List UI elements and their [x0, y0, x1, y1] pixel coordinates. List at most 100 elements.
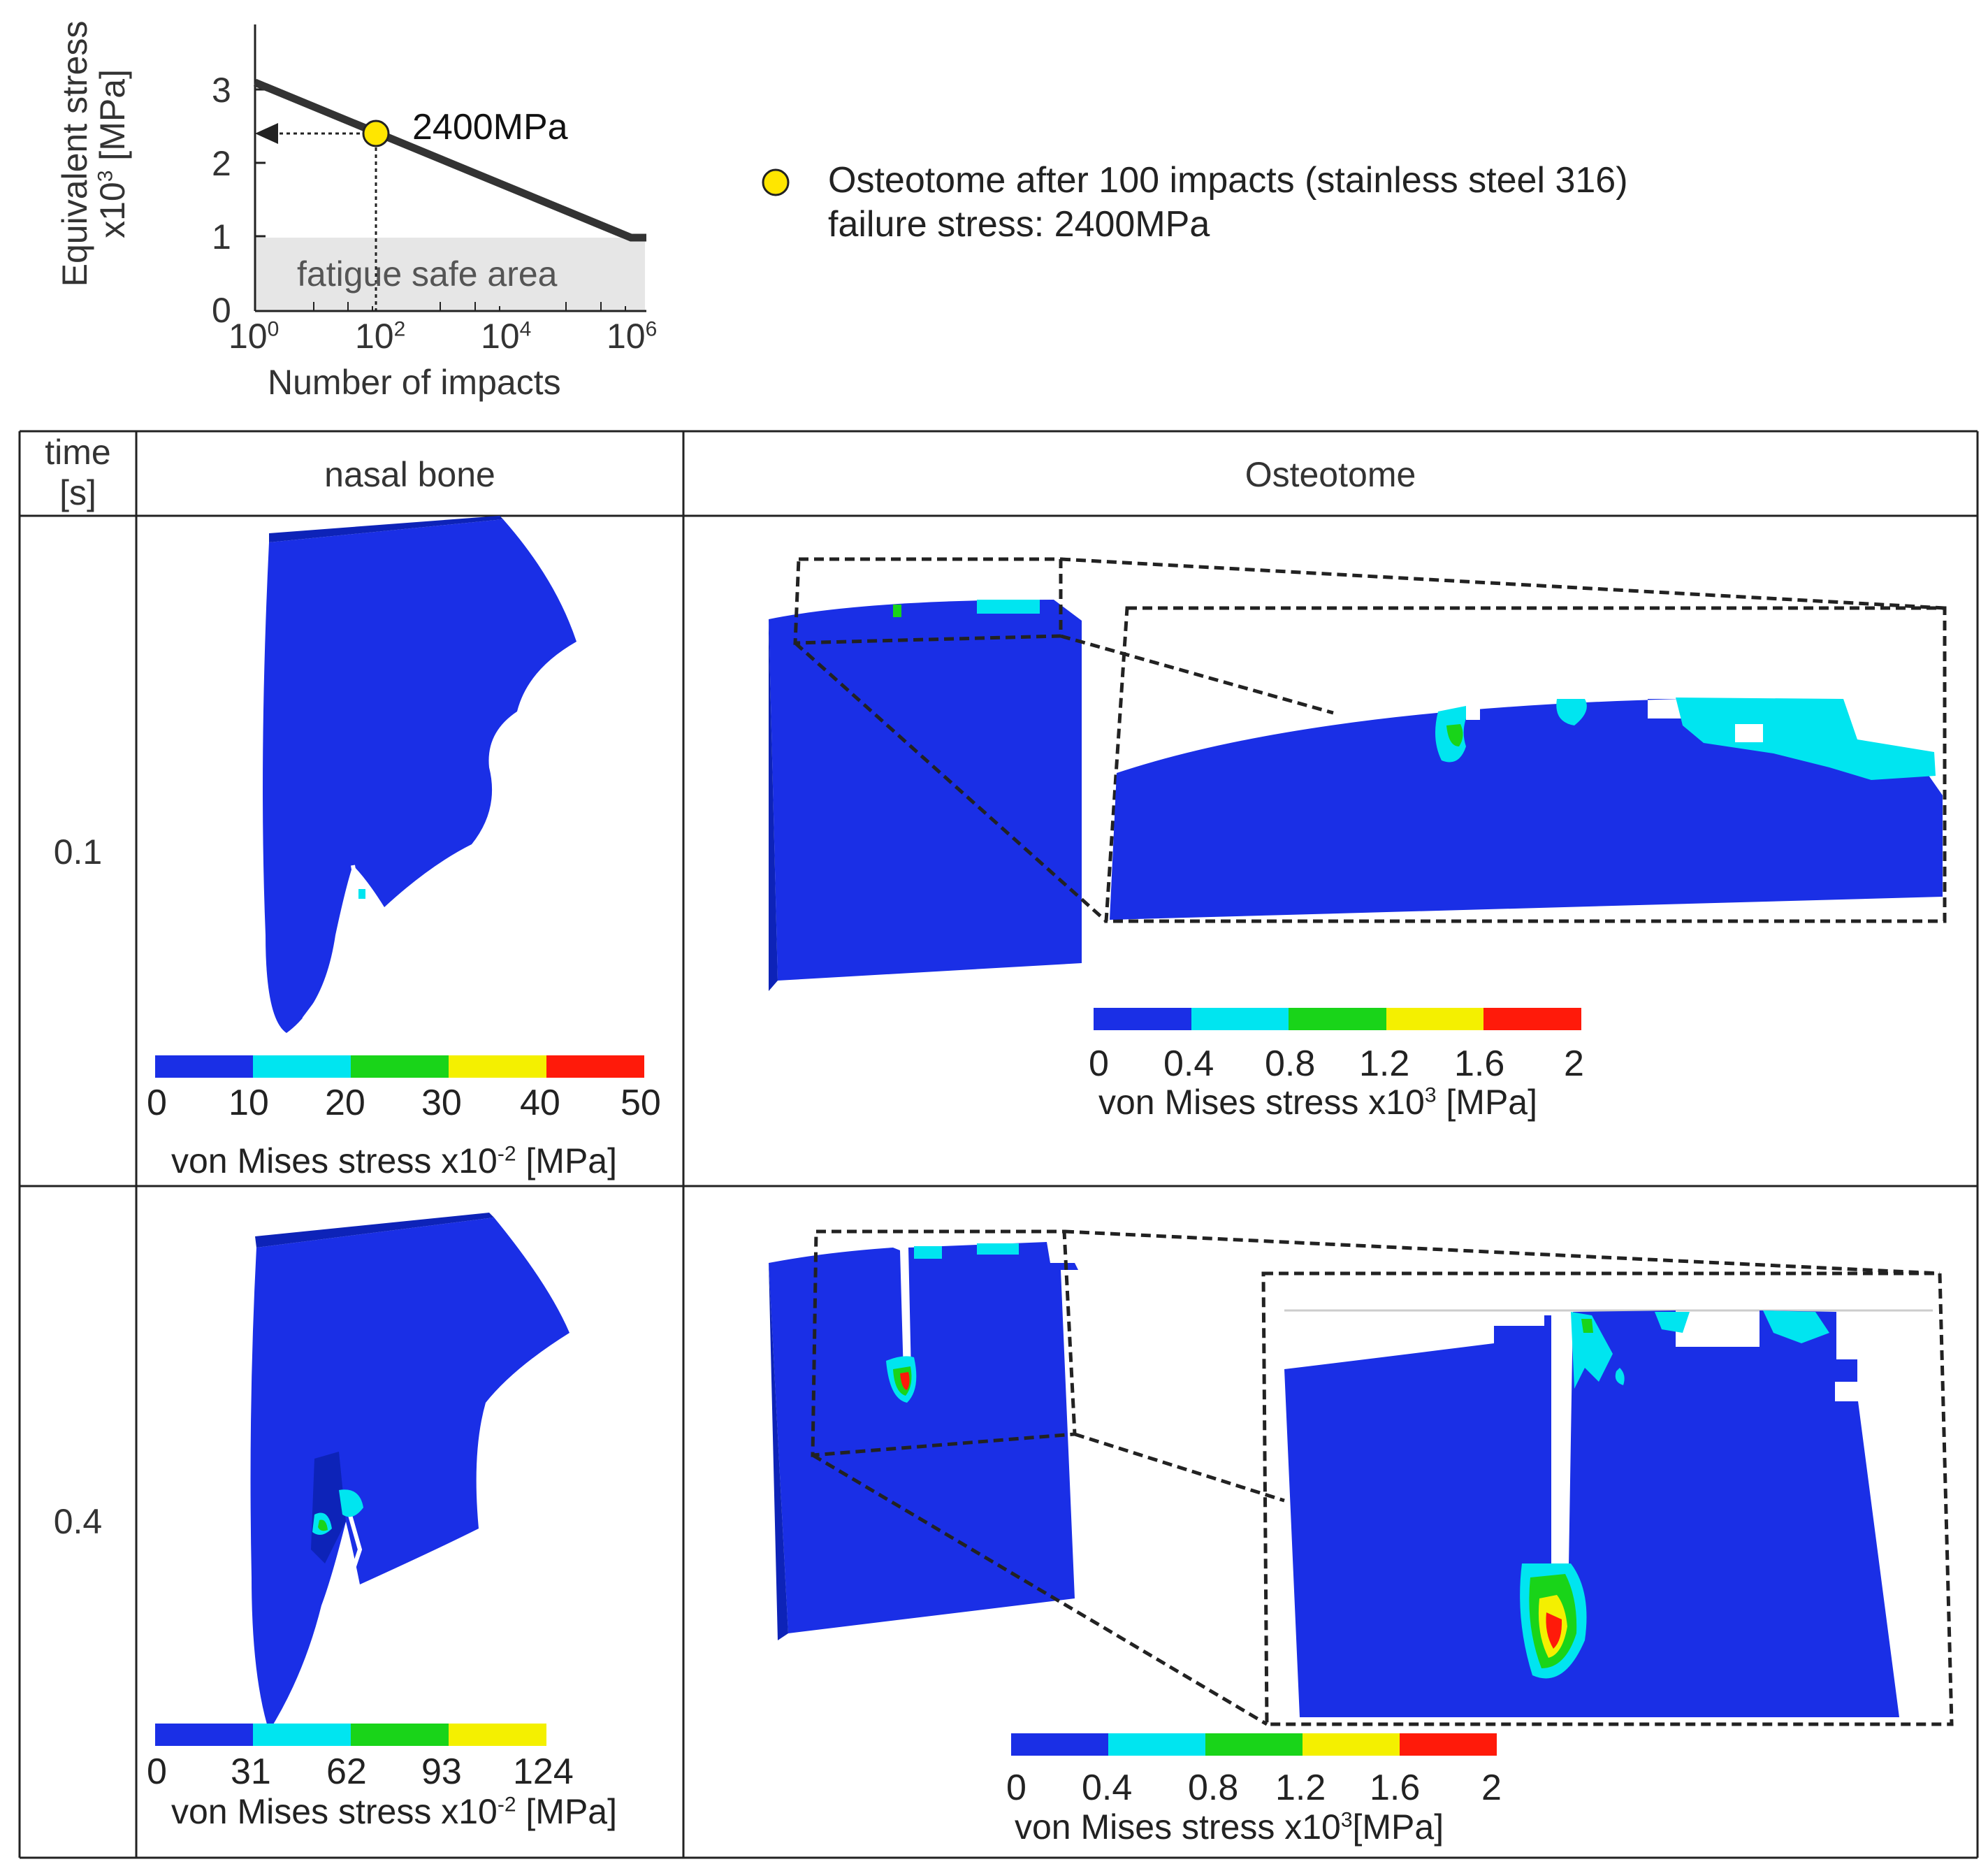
colorbar-tick: 1.2 [1275, 1768, 1326, 1808]
colorbar-tick: 124 [513, 1751, 574, 1792]
nasal-bone-model-row-1 [263, 516, 576, 1033]
x-tick-label: 100 [228, 317, 280, 356]
osteotome-small-hotspot [977, 600, 1040, 614]
colorbar-tick: 2 [1564, 1043, 1584, 1084]
osteotome-zoom-notch [1681, 1312, 1758, 1345]
fatigue-chart-svg [253, 24, 646, 312]
x-tick-label: 104 [481, 317, 532, 356]
osteotome-zoom-hotspot [1655, 1312, 1690, 1333]
colorbar-segment [351, 1724, 449, 1746]
colorbar-segment [1205, 1733, 1303, 1756]
colorbar-segment [351, 1055, 449, 1078]
colorbar-segment [1386, 1008, 1484, 1030]
header-time: time [s] [45, 433, 111, 512]
legend-line-2: failure stress: 2400MPa [828, 204, 1210, 245]
osteotome-zoom-hotspot [1571, 1312, 1613, 1389]
osteotome-small-side [769, 619, 778, 991]
nasal-colorbar-row-1 [155, 1055, 644, 1078]
nasal-bone-top-face [269, 516, 503, 542]
colorbar-tick: 40 [520, 1083, 560, 1123]
legend-line-1: Osteotome after 100 impacts (stainless s… [828, 160, 1628, 201]
osteotome-small-body [769, 1242, 1078, 1633]
nasal-bone-body [250, 1218, 569, 1731]
colorbar-title: von Mises stress x10-2 [MPa] [171, 1792, 617, 1831]
failure-point-marker [362, 120, 390, 147]
osteo-colorbar-row-2 [1011, 1733, 1497, 1756]
osteotome-small-body [769, 600, 1082, 981]
colorbar-tick: 50 [621, 1083, 661, 1123]
colorbar-tick: 0 [1089, 1043, 1109, 1084]
nasal-bone-top-face [255, 1213, 494, 1248]
colorbar-tick: 2 [1481, 1768, 1502, 1808]
colorbar-segment [155, 1724, 253, 1746]
y-tick-label: 3 [212, 71, 231, 110]
time-value-row-2: 0.4 [53, 1502, 103, 1541]
colorbar-title: von Mises stress x10-2 [MPa] [171, 1141, 617, 1180]
x-minor-ticks [313, 302, 626, 311]
colorbar-segment [1400, 1733, 1497, 1756]
y-tick-label: 0 [212, 291, 231, 330]
zoom-box-large [1261, 1271, 1954, 1726]
colorbar-segment [253, 1724, 351, 1746]
colorbar-tick: 20 [325, 1083, 365, 1123]
colorbar-tick: 62 [326, 1751, 367, 1792]
x-axis-label: Number of impacts [268, 363, 561, 402]
colorbar-segment [1483, 1008, 1581, 1030]
osteotome-zoom-hotspot [1546, 1612, 1562, 1649]
colorbar-segment [449, 1055, 546, 1078]
legend: Osteotome after 100 impacts (stainless s… [758, 159, 1736, 250]
colorbar-tick: 31 [231, 1751, 271, 1792]
osteotome-zoom-body [1284, 1310, 1899, 1717]
colorbar-tick: 0.4 [1163, 1043, 1214, 1084]
nasal-colorbar-row-2 [155, 1724, 546, 1746]
x-tick-label: 106 [607, 317, 658, 356]
osteotome-small-hotspot [977, 1243, 1019, 1255]
y-tick-label: 1 [212, 217, 231, 257]
colorbar-tick: 0 [1006, 1768, 1026, 1808]
nasal-bone-model-row-2 [250, 1213, 569, 1731]
legend-marker-icon [762, 168, 790, 196]
osteotome-small-hotspot [893, 605, 901, 617]
colorbar-tick: 30 [421, 1083, 462, 1123]
x-tick-label: 102 [355, 317, 406, 356]
osteotome-zoom-notch [1835, 1382, 1877, 1401]
osteo-colorbar-row-1 [1094, 1008, 1581, 1030]
colorbar-title: von Mises stress x103[MPa] [1015, 1807, 1444, 1847]
osteotome-zoom-notch [1466, 698, 1480, 720]
colorbar-tick: 0 [147, 1751, 167, 1792]
zoom-guides [793, 557, 1947, 923]
header-osteotome: Osteotome [1245, 455, 1416, 494]
header-nasal-bone: nasal bone [324, 455, 495, 494]
osteotome-zoom-hotspot [1446, 724, 1463, 746]
osteotome-zoom-body [1110, 699, 1943, 920]
colorbar-title: von Mises stress x103 [MPa] [1098, 1083, 1537, 1122]
nasal-bone-hotspot [339, 1489, 363, 1517]
nasal-bone-shadow [311, 1452, 346, 1563]
colorbar-segment [1108, 1733, 1205, 1756]
colorbar-tick: 1.6 [1454, 1043, 1505, 1084]
osteotome-zoom-notch [1735, 724, 1763, 742]
colorbar-tick: 0.8 [1265, 1043, 1316, 1084]
osteotome-small-side [769, 1263, 788, 1640]
colorbar-segment [1011, 1733, 1108, 1756]
colorbar-segment [1303, 1733, 1400, 1756]
osteotome-small-hotspot [914, 1246, 942, 1259]
safe-area-rect [255, 238, 645, 311]
colorbar-segment [1289, 1008, 1386, 1030]
zoom-guides [811, 1229, 1954, 1726]
colorbar-tick: 0.8 [1188, 1768, 1239, 1808]
arrow-head [255, 123, 278, 144]
colorbar-tick: 0.4 [1082, 1768, 1133, 1808]
colorbar-segment [1191, 1008, 1289, 1030]
failure-point-label: 2400MPa [412, 107, 568, 147]
safe-area-label: fatigue safe area [297, 254, 558, 294]
nasal-bone-crack [302, 865, 363, 1020]
colorbar-segment [449, 1724, 546, 1746]
zoom-box-large [1104, 606, 1947, 923]
colorbar-tick: 0 [147, 1083, 167, 1123]
nasal-bone-body [263, 519, 576, 1033]
nasal-bone-hotspot [318, 1519, 328, 1531]
fatigue-chart: 3 2 1 0 100 102 104 106 Number of impact… [0, 0, 699, 405]
osteotome-zoom-hotspot [1556, 699, 1587, 725]
